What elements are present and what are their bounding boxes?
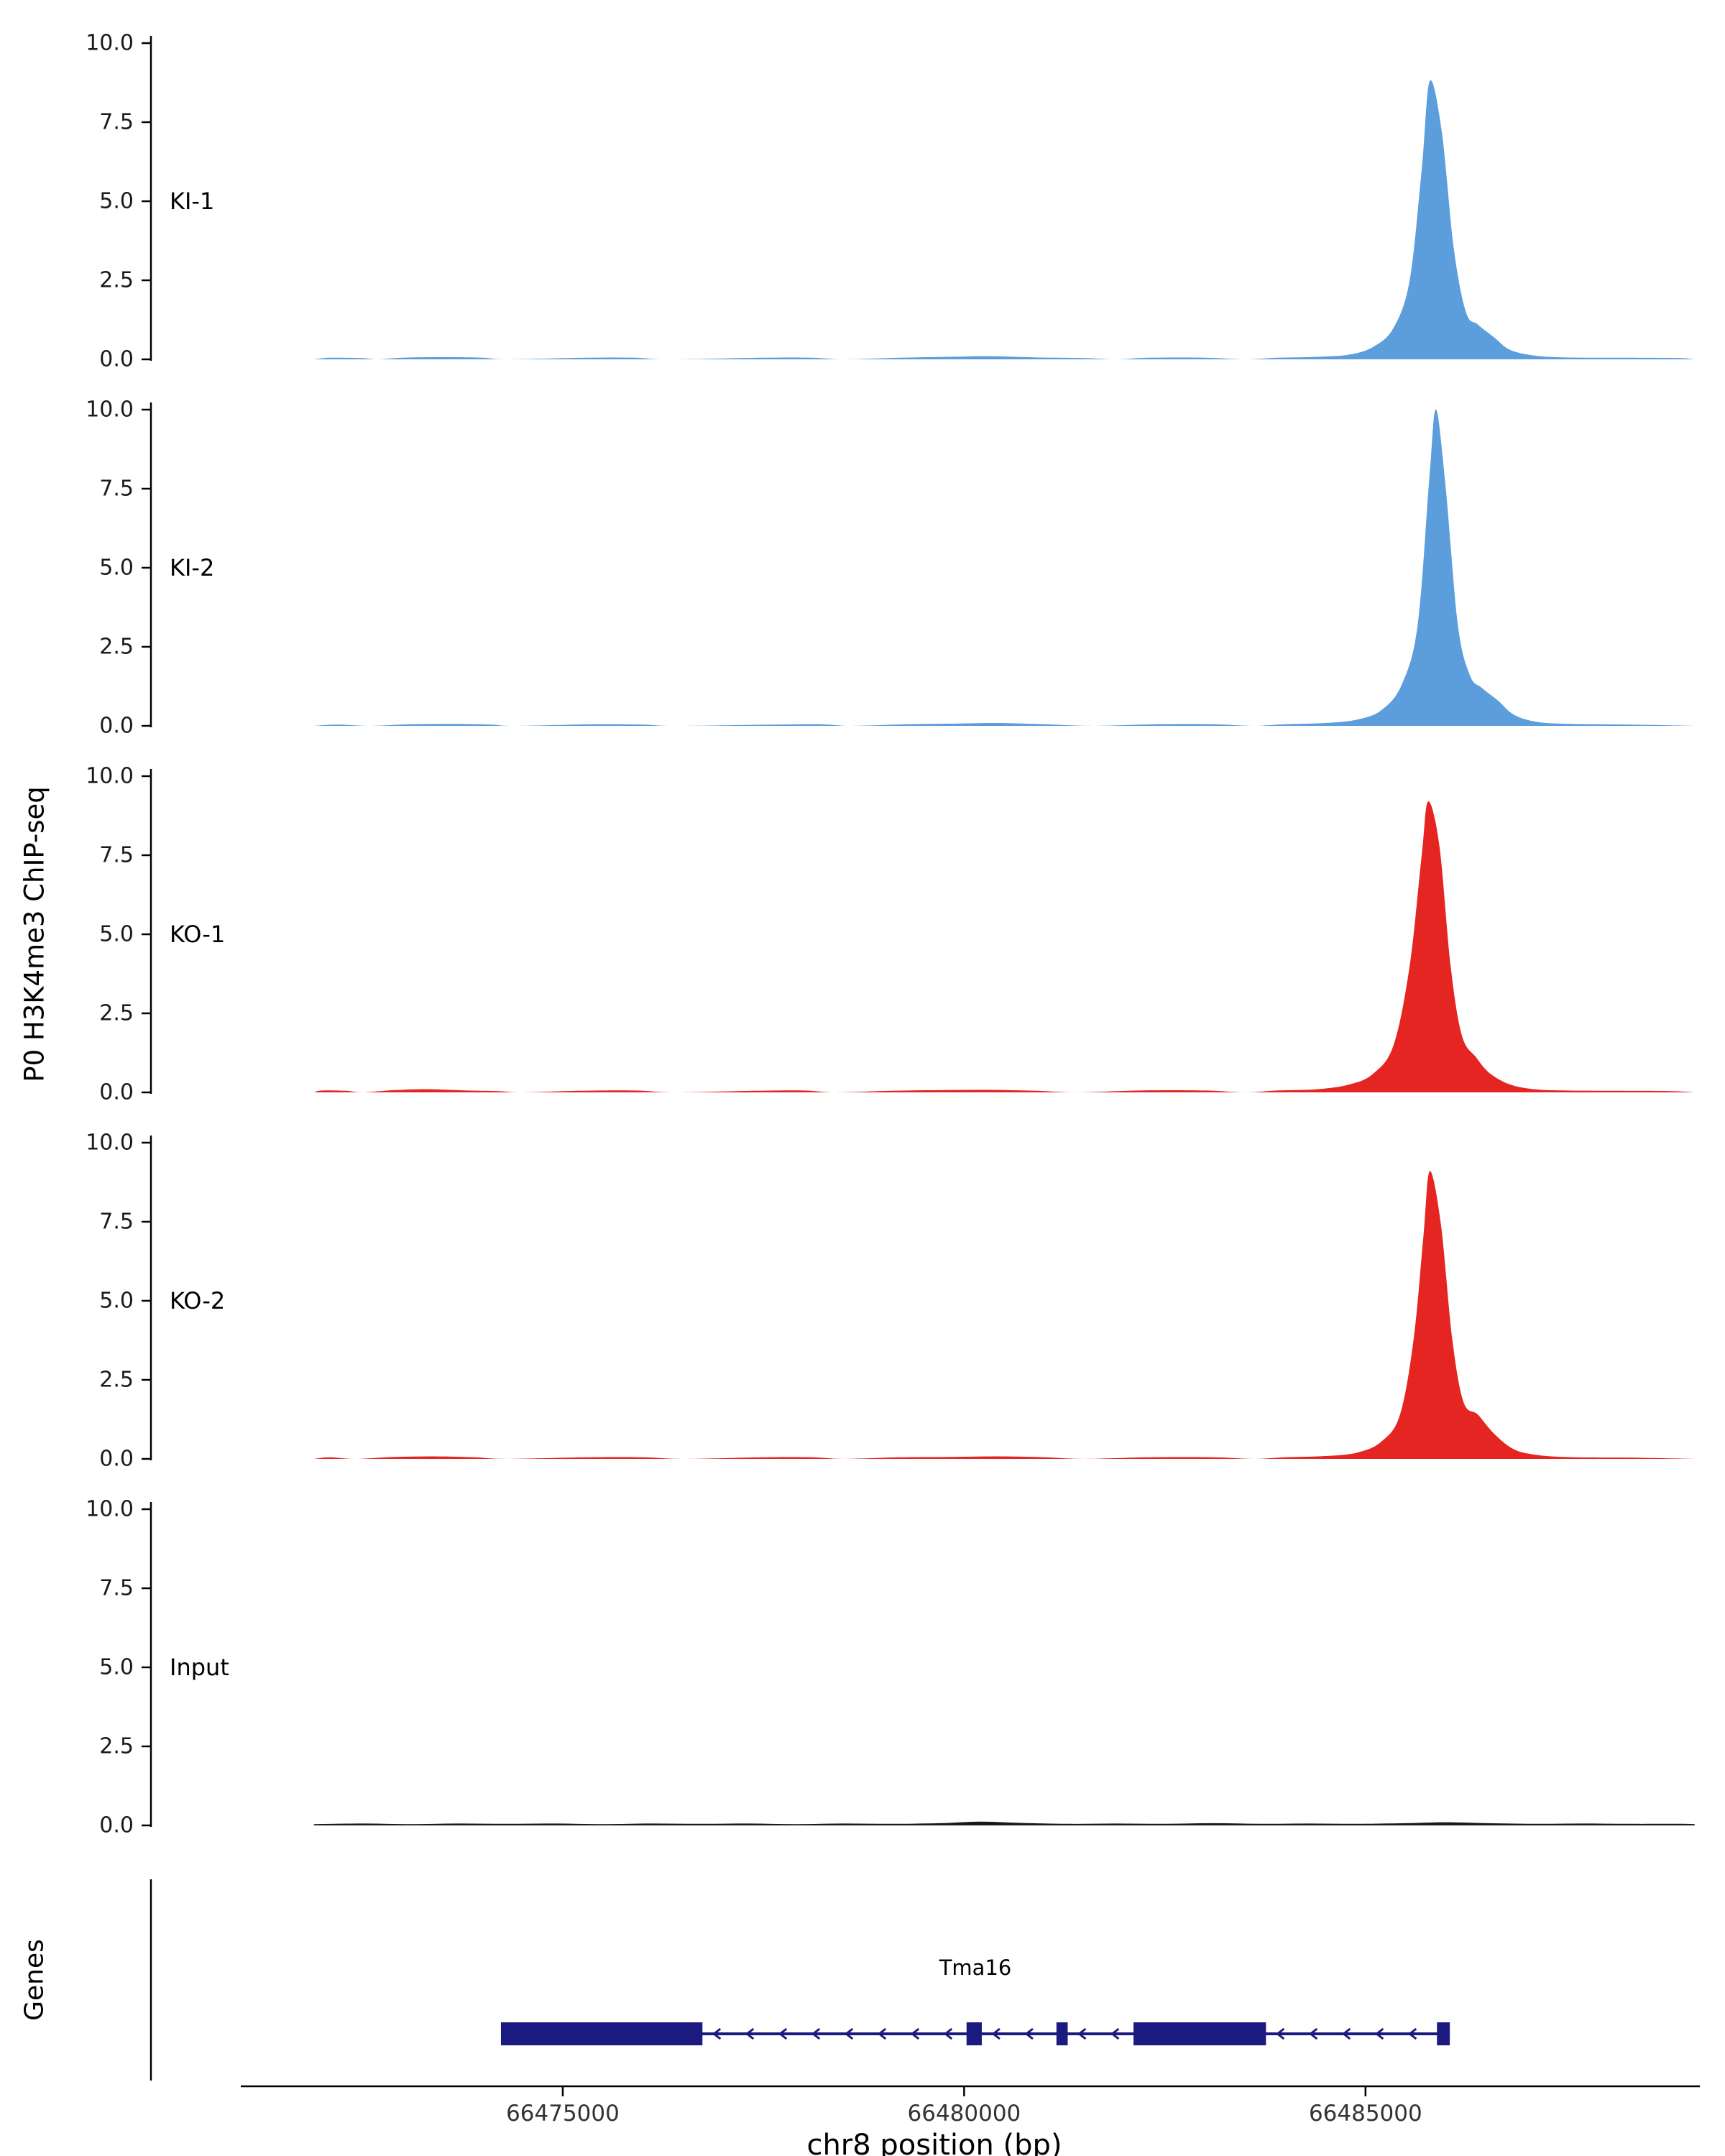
strand-arrow-icon [712, 2027, 722, 2040]
track-ko-1: 0.0 2.5 5.0 7.5 10.0 KO-1 [86, 764, 1695, 1105]
strand-arrow-icon [1407, 2027, 1417, 2040]
track-label: KO-2 [170, 1287, 225, 1314]
track-ki-2: 0.0 2.5 5.0 7.5 10.0 KI-2 [86, 397, 1695, 739]
coverage-area [313, 80, 1695, 359]
y-tick-label: 7.5 [99, 843, 134, 868]
y-tick-label: 10.0 [86, 1497, 134, 1522]
coverage-area [313, 1171, 1695, 1459]
y-tick-label: 5.0 [99, 556, 134, 581]
y-tick-label: 2.5 [99, 1368, 134, 1393]
y-tick-label: 7.5 [99, 1576, 134, 1601]
y-tick-label: 2.5 [99, 1001, 134, 1026]
strand-arrow-icon [943, 2027, 953, 2040]
track-label: Input [170, 1654, 229, 1681]
strand-arrow-icon [811, 2027, 821, 2040]
y-tick-label: 0.0 [99, 1080, 134, 1105]
coverage-area [313, 1821, 1695, 1825]
gene-exon [966, 2022, 982, 2045]
gene-name-label: Tma16 [939, 1955, 1012, 1980]
gene-exon [500, 2022, 703, 2045]
strand-arrow-icon [745, 2027, 755, 2040]
y-tick-label: 10.0 [86, 764, 134, 789]
gene-exon [1133, 2022, 1266, 2045]
strand-arrow-icon [844, 2027, 854, 2040]
y-tick-label: 0.0 [99, 1813, 134, 1838]
strand-arrow-icon [1341, 2027, 1351, 2040]
genes-panel: Tma16 [150, 1879, 1450, 2081]
y-tick-label: 0.0 [99, 714, 134, 739]
y-tick-label: 0.0 [99, 1447, 134, 1472]
y-tick-label: 5.0 [99, 1289, 134, 1314]
y-tick-label: 10.0 [86, 31, 134, 56]
strand-arrow-icon [1110, 2027, 1120, 2040]
y-tick-label: 7.5 [99, 476, 134, 502]
gene-exon [1437, 2022, 1450, 2045]
strand-arrow-icon [1308, 2027, 1318, 2040]
track-label: KI-1 [170, 188, 214, 215]
strand-arrow-icon [991, 2027, 1000, 2040]
track-label: KI-2 [170, 554, 214, 581]
track-ko-2: 0.0 2.5 5.0 7.5 10.0 KO-2 [86, 1130, 1695, 1472]
track-ki-1: 0.0 2.5 5.0 7.5 10.0 KI-1 [86, 31, 1695, 372]
x-axis-title: chr8 position (bp) [806, 2129, 1062, 2156]
strand-arrow-icon [1275, 2027, 1285, 2040]
strand-arrow-icon [778, 2027, 788, 2040]
x-tick-label: 66485000 [1309, 2101, 1422, 2127]
strand-arrow-icon [910, 2027, 920, 2040]
strand-arrow-icon [1024, 2027, 1034, 2040]
x-tick-label: 66475000 [506, 2101, 620, 2127]
coverage-area [313, 801, 1695, 1092]
track-label: KO-1 [170, 921, 225, 948]
coverage-area [313, 409, 1695, 726]
y-tick-label: 5.0 [99, 1655, 134, 1680]
y-tick-label: 5.0 [99, 922, 134, 947]
y-tick-label: 7.5 [99, 1210, 134, 1235]
y-tick-label: 10.0 [86, 397, 134, 423]
strand-arrow-icon [1077, 2027, 1087, 2040]
track-input: 0.0 2.5 5.0 7.5 10.0 Input [86, 1497, 1695, 1838]
x-axis: 66475000 66480000 66485000 [241, 2085, 1700, 2127]
y-tick-label: 0.0 [99, 347, 134, 372]
y-tick-label: 10.0 [86, 1130, 134, 1156]
y-tick-label: 2.5 [99, 268, 134, 293]
strand-arrow-icon [877, 2027, 887, 2040]
y-tick-label: 7.5 [99, 110, 134, 135]
strand-arrow-icon [1374, 2027, 1384, 2040]
y-tick-label: 2.5 [99, 1734, 134, 1759]
gene-exon [1056, 2022, 1068, 2045]
x-tick-label: 66480000 [908, 2101, 1021, 2127]
y-tick-label: 2.5 [99, 635, 134, 660]
y-tick-label: 5.0 [99, 189, 134, 214]
